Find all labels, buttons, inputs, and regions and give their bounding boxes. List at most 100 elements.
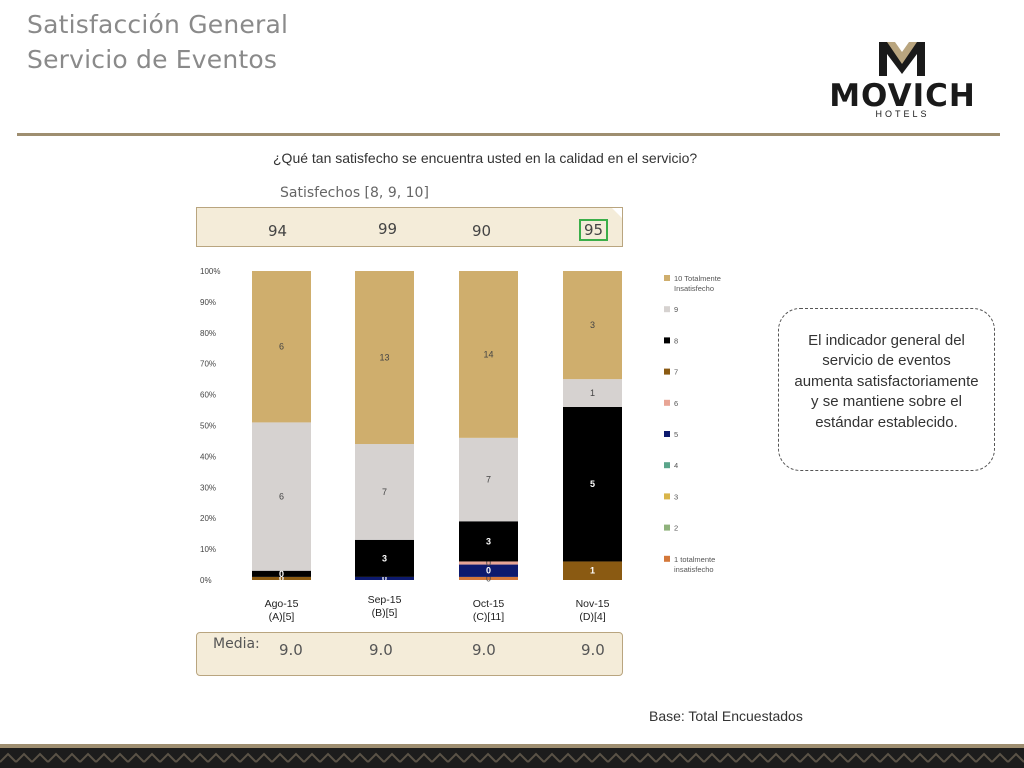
legend-label: 8 [674, 336, 678, 345]
satisfied-value-sep: 99 [378, 220, 398, 238]
satisfied-value-oct: 90 [472, 222, 492, 240]
legend-label: 7 [674, 368, 678, 377]
bar-data-label: 0 [486, 566, 491, 576]
header-divider [17, 133, 1000, 136]
bar-segment [459, 564, 518, 577]
legend-swatch [664, 493, 670, 500]
legend-swatch [664, 524, 670, 531]
y-tick-label: 30% [200, 483, 216, 492]
bar-segment [563, 561, 622, 580]
bar-data-label: 6 [279, 342, 284, 352]
satisfied-box [196, 207, 623, 247]
logo-subtext: HOTELS [875, 109, 930, 119]
bar-segment [355, 271, 414, 445]
legend-label-cont: insatisfecho [674, 565, 714, 574]
logo-wordmark: MOVICH [829, 78, 976, 114]
media-value-sep: 9.0 [369, 641, 393, 659]
x-category-label: (D)[4] [579, 611, 605, 623]
bar-segment [459, 576, 518, 580]
bar-segment [563, 406, 622, 562]
x-category-label: (A)[5] [269, 611, 295, 623]
legend-swatch [664, 306, 670, 313]
bar-data-label: 3 [590, 320, 595, 330]
legend-label: 9 [674, 305, 678, 314]
media-value-nov: 9.0 [581, 641, 605, 659]
bar-segment [252, 422, 311, 571]
y-tick-label: 70% [200, 360, 216, 369]
legend-swatch [664, 555, 670, 562]
media-label: Media: [213, 636, 260, 652]
y-tick-label: 90% [200, 298, 216, 307]
bar-data-label: 1 [590, 566, 595, 576]
bar-data-label: 0 [279, 569, 284, 579]
legend-label: 3 [674, 492, 678, 501]
base-footnote: Base: Total Encuestados [649, 708, 803, 724]
bar-segment [459, 561, 518, 565]
bar-data-label: 0 [486, 573, 491, 583]
legend-swatch [664, 368, 670, 375]
footer-pattern [0, 748, 1024, 768]
legend-swatch [664, 275, 670, 281]
bar-segment [252, 576, 311, 580]
legend-swatch [664, 337, 670, 344]
media-value-oct: 9.0 [472, 641, 496, 659]
survey-question: ¿Qué tan satisfecho se encuentra usted e… [273, 150, 698, 166]
legend-label: 1 totalmente [674, 555, 715, 564]
y-tick-label: 10% [200, 545, 216, 554]
bar-data-label: 5 [590, 479, 595, 489]
legend-swatch [664, 399, 670, 406]
bar-data-label: 0 [486, 558, 491, 568]
x-category-label: Ago-15 [265, 598, 299, 610]
y-tick-label: 40% [200, 452, 216, 461]
legend-label-cont: Insatisfecho [674, 284, 714, 293]
y-tick-label: 0% [200, 576, 212, 585]
bar-data-label: 0 [279, 573, 284, 583]
satisfied-value-nov: 95 [579, 219, 609, 241]
x-category-label: Oct-15 [473, 598, 505, 610]
bar-segment [355, 576, 414, 580]
media-box [196, 632, 623, 676]
movich-logo: MOVICH HOTELS [815, 38, 990, 122]
media-value-ago: 9.0 [279, 641, 303, 659]
y-tick-label: 60% [200, 391, 216, 400]
page-subtitle: Servicio de Eventos [27, 45, 278, 74]
bar-segment [459, 521, 518, 562]
satisfied-label: Satisfechos [8, 9, 10] [280, 185, 429, 201]
legend-swatch [664, 462, 670, 469]
legend-label: 10 Totalmente [674, 274, 721, 283]
satisfied-value-ago: 94 [268, 222, 288, 240]
bar-segment [355, 539, 414, 577]
x-category-label: (B)[5] [372, 607, 398, 619]
stacked-bar-chart: 0%10%20%30%40%50%60%70%80%90%100%00066Ag… [200, 267, 721, 623]
bar-data-label: 3 [486, 536, 491, 546]
legend-label: 6 [674, 399, 678, 408]
x-category-label: Sep-15 [368, 594, 402, 606]
bar-data-label: 0 [382, 573, 387, 583]
bar-data-label: 7 [382, 487, 387, 497]
bar-data-label: 13 [379, 353, 389, 363]
bar-data-label: 1 [590, 388, 595, 398]
y-tick-label: 20% [200, 514, 216, 523]
legend-swatch [664, 431, 670, 437]
bar-segment [459, 437, 518, 522]
bar-segment [459, 271, 518, 438]
movich-logo-mark [879, 42, 925, 76]
bar-data-label: 14 [483, 349, 493, 359]
bar-segment [563, 271, 622, 380]
bar-data-label: 7 [486, 475, 491, 485]
bar-segment [252, 570, 311, 577]
legend-label: 2 [674, 524, 678, 533]
bar-segment [252, 271, 311, 423]
footer-divider [0, 744, 1024, 748]
y-tick-label: 80% [200, 329, 216, 338]
legend-label: 5 [674, 430, 678, 439]
y-tick-label: 50% [200, 422, 216, 431]
x-category-label: Nov-15 [576, 598, 610, 610]
bar-segment [355, 444, 414, 540]
insight-callout: El indicador general del servicio de eve… [778, 308, 995, 471]
page-title: Satisfacción General [27, 10, 289, 39]
x-category-label: (C)[11] [473, 611, 504, 623]
bar-data-label: 6 [279, 492, 284, 502]
satisfied-box-corner [612, 208, 622, 218]
legend-label: 4 [674, 461, 678, 470]
